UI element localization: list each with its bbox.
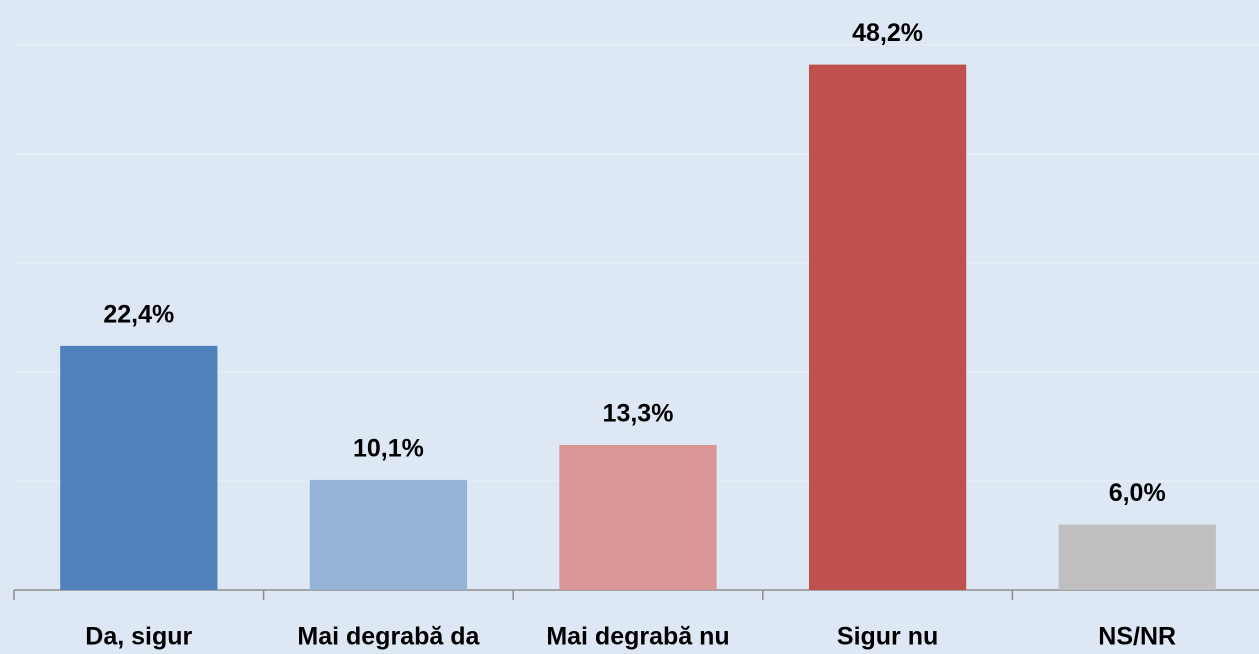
bar [60, 345, 218, 590]
bar [808, 64, 967, 591]
x-tick-label: Da, sigur [85, 623, 192, 651]
x-tick-label: Mai degrabă da [297, 623, 480, 651]
x-tick-label: NS/NR [1098, 623, 1176, 651]
bar [309, 479, 468, 590]
value-label: 10,1% [353, 435, 424, 463]
x-tick-label: Sigur nu [837, 623, 938, 651]
value-label: 48,2% [852, 19, 923, 47]
value-label: 22,4% [103, 300, 174, 328]
bar [1058, 524, 1216, 590]
value-label: 13,3% [603, 400, 674, 428]
x-tick-label: Mai degrabă nu [546, 623, 729, 651]
value-label: 6,0% [1109, 479, 1166, 507]
bar [559, 445, 717, 590]
